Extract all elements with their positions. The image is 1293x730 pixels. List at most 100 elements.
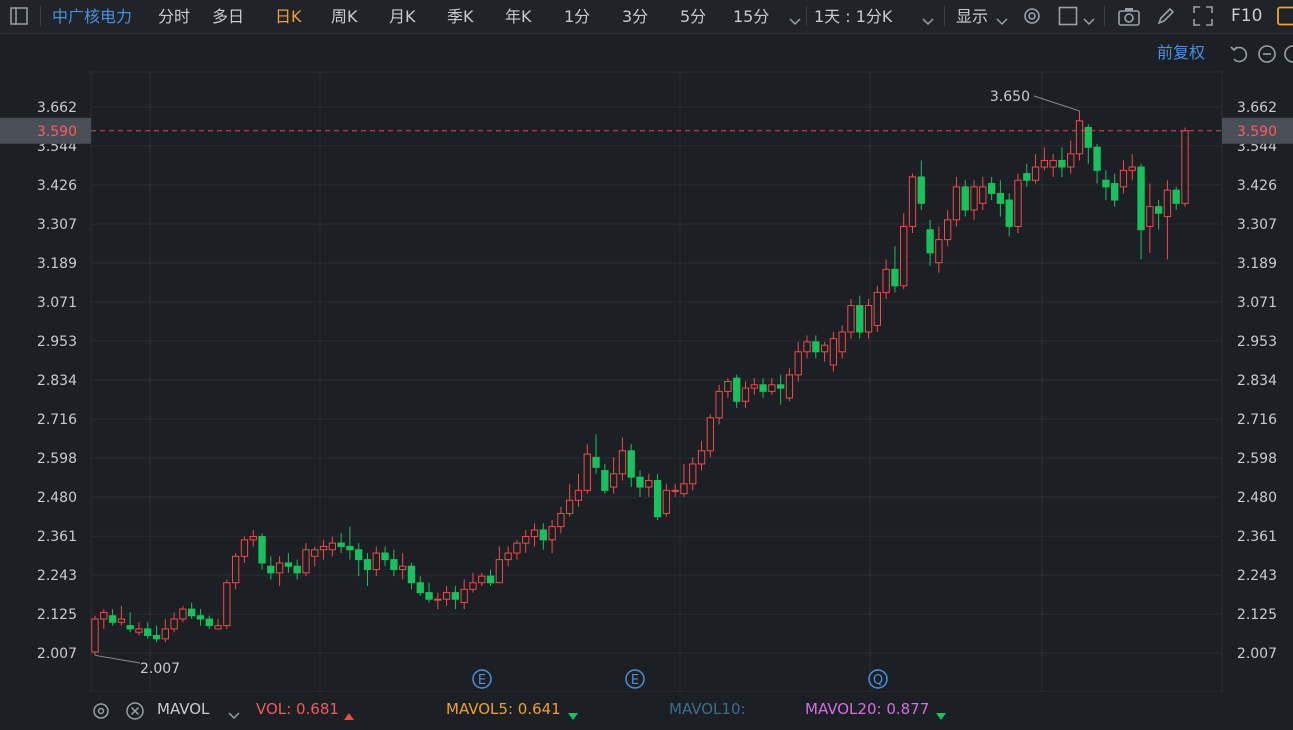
stock-name[interactable]: 中广核电力 [52,7,133,26]
event-marker[interactable] [625,669,645,689]
candle-body [662,489,671,514]
chevron-down-icon[interactable] [228,706,240,720]
tab-5min[interactable]: 5分 [680,7,707,26]
candle-body [293,565,301,574]
candle-body [856,305,864,333]
candle-body [1146,206,1154,227]
camera-icon[interactable] [1117,5,1141,27]
mavol5-value: 0.641 [517,700,561,718]
fullscreen-icon[interactable] [1192,5,1214,27]
candle-body [724,380,732,392]
sidebar-toggle-icon[interactable] [10,7,28,25]
candle-body [398,565,407,571]
y-tick-label-left: 2.007 [37,646,77,662]
y-tick-label-left: 3.307 [37,217,77,233]
display-menu[interactable]: 显示 [956,7,989,26]
event-marker-label: Q [873,673,883,688]
candle-body [390,559,398,571]
tab-yearly-k[interactable]: 年K [505,7,532,26]
candle-body [311,549,319,557]
f10-button[interactable]: F10 [1231,6,1263,26]
pencil-icon[interactable] [1155,5,1177,27]
candle-body [161,628,169,640]
indicator-name[interactable]: MAVOL [157,700,210,718]
event-marker[interactable] [472,669,492,689]
event-marker-label: E [478,673,486,688]
vol-value: 0.681 [295,700,339,718]
candle-body [1031,166,1040,181]
tab-3min[interactable]: 3分 [622,7,649,26]
tab-weekly-k[interactable]: 周K [331,7,358,26]
candle-body [1040,159,1049,168]
period-select[interactable]: 1天 : 1分K [814,7,893,26]
candle-body [979,186,987,204]
tab-monthly-k[interactable]: 月K [389,7,416,26]
vol-readout: VOL: 0.681 [256,700,339,718]
y-tick-label-right: 2.953 [1237,334,1277,350]
zoom-in-icon[interactable] [1283,44,1293,64]
high-annotation-label: 3.650 [990,89,1030,105]
candle-body [952,186,961,221]
gear-icon[interactable] [91,701,111,721]
event-marker[interactable] [868,669,888,689]
y-tick-label-right: 2.007 [1237,646,1277,662]
y-tick-label-right: 3.307 [1237,217,1277,233]
chevron-down-icon[interactable] [789,12,801,26]
candle-body [126,625,134,630]
tab-1min[interactable]: 1分 [564,7,591,26]
chevron-down-icon[interactable] [996,12,1008,26]
tab-intraday[interactable]: 分时 [158,7,191,26]
chevron-down-icon[interactable] [922,12,934,26]
candle-body [188,608,196,617]
candle-body [574,489,583,501]
candle-body [645,479,653,488]
candle-body [829,338,838,366]
low-annotation-leader [94,654,141,664]
last-price-label-right: 3.590 [1237,124,1277,140]
tab-15min[interactable]: 15分 [733,7,770,26]
candle-body [926,229,934,254]
candle-body [363,559,372,571]
y-tick-label-left: 3.662 [37,100,77,116]
tab-quarterly-k[interactable]: 季K [447,7,474,26]
candle-body [592,456,600,468]
mavol5-readout: MAVOL5: 0.641 [446,700,561,718]
candle-body [548,526,556,541]
zoom-out-icon[interactable] [1257,44,1277,64]
candle-body [557,512,565,528]
panel-icon[interactable] [1276,6,1293,26]
divider [40,6,41,26]
candle-body [1075,120,1084,155]
candle-body [214,625,222,630]
mavol5-label: MAVOL5: [446,700,518,718]
candle-body [152,635,161,640]
y-tick-label-right: 2.716 [1237,412,1277,428]
mavol20-label: MAVOL20: [805,700,887,718]
chevron-down-icon[interactable] [1083,12,1095,26]
candle-body [750,384,758,389]
gear-icon[interactable] [1021,5,1043,27]
candle-body [1154,206,1163,214]
y-tick-label-right: 2.125 [1237,607,1277,623]
candle-body [706,417,714,452]
candle-body [847,305,855,333]
y-tick-label-left: 2.834 [37,373,77,389]
tab-daily-k[interactable]: 日K [275,7,302,26]
divider [944,6,945,26]
close-icon[interactable] [125,701,145,721]
candle-body [275,562,284,574]
y-tick-label-right: 2.834 [1237,373,1277,389]
adjust-mode-button[interactable]: 前复权 [1157,43,1206,62]
checkbox-icon[interactable] [1058,6,1078,26]
candle-body [372,552,380,571]
y-tick-label-left: 2.716 [37,412,77,428]
tab-multiday[interactable]: 多日 [212,7,245,26]
undo-icon[interactable] [1229,44,1249,64]
candle-body [223,582,231,627]
candle-body [935,239,943,264]
candle-body [284,562,293,567]
y-tick-label-right: 2.480 [1237,490,1277,506]
candle-body [258,536,266,564]
arrow-up-icon [344,706,354,720]
